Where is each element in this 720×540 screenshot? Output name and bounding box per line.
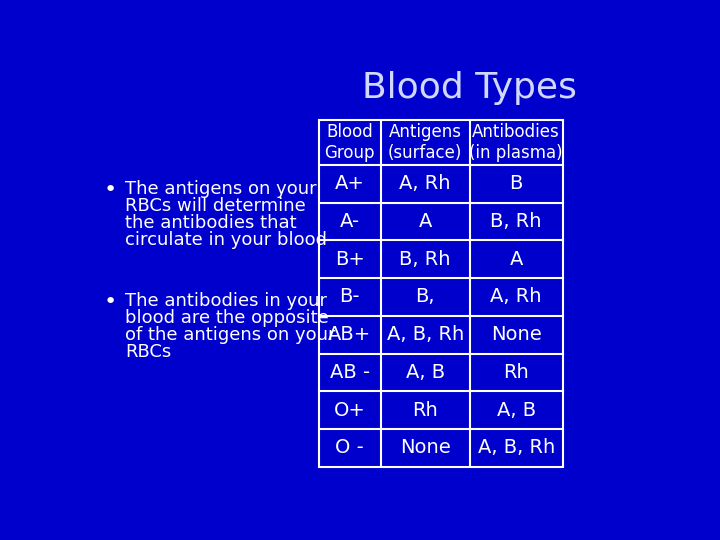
Text: B: B	[510, 174, 523, 193]
Text: RBCs will determine: RBCs will determine	[125, 197, 305, 215]
Text: Rh: Rh	[503, 363, 529, 382]
Text: Blood Types: Blood Types	[362, 71, 577, 105]
Text: A, B: A, B	[405, 363, 445, 382]
Text: of the antigens on your: of the antigens on your	[125, 326, 336, 344]
Text: the antibodies that: the antibodies that	[125, 214, 297, 232]
Text: Antigens
(surface): Antigens (surface)	[388, 123, 462, 162]
Text: A+: A+	[335, 174, 364, 193]
Text: A, Rh: A, Rh	[400, 174, 451, 193]
Text: A, Rh: A, Rh	[490, 287, 542, 307]
Text: Antibodies
(in plasma): Antibodies (in plasma)	[469, 123, 563, 162]
Text: A, B, Rh: A, B, Rh	[387, 325, 464, 344]
Text: AB+: AB+	[328, 325, 372, 344]
Text: AB -: AB -	[330, 363, 369, 382]
Text: A: A	[510, 249, 523, 269]
Text: B,: B,	[415, 287, 435, 307]
Text: A, B, Rh: A, B, Rh	[477, 438, 555, 457]
Text: A-: A-	[340, 212, 360, 231]
Text: Blood
Group: Blood Group	[325, 123, 375, 162]
Text: None: None	[491, 325, 541, 344]
Text: Rh: Rh	[413, 401, 438, 420]
Text: B, Rh: B, Rh	[490, 212, 542, 231]
Text: RBCs: RBCs	[125, 343, 171, 361]
Text: The antibodies in your: The antibodies in your	[125, 292, 327, 310]
Text: •: •	[104, 292, 117, 312]
Text: B-: B-	[339, 287, 360, 307]
Text: B+: B+	[335, 249, 364, 269]
Text: circulate in your blood: circulate in your blood	[125, 231, 327, 249]
Text: B, Rh: B, Rh	[400, 249, 451, 269]
Text: A, B: A, B	[497, 401, 536, 420]
Text: O -: O -	[336, 438, 364, 457]
Text: The antigens on your: The antigens on your	[125, 180, 317, 198]
Text: O+: O+	[333, 401, 366, 420]
Text: •: •	[104, 180, 117, 200]
Text: A: A	[418, 212, 432, 231]
Text: blood are the opposite: blood are the opposite	[125, 309, 328, 327]
Text: None: None	[400, 438, 451, 457]
